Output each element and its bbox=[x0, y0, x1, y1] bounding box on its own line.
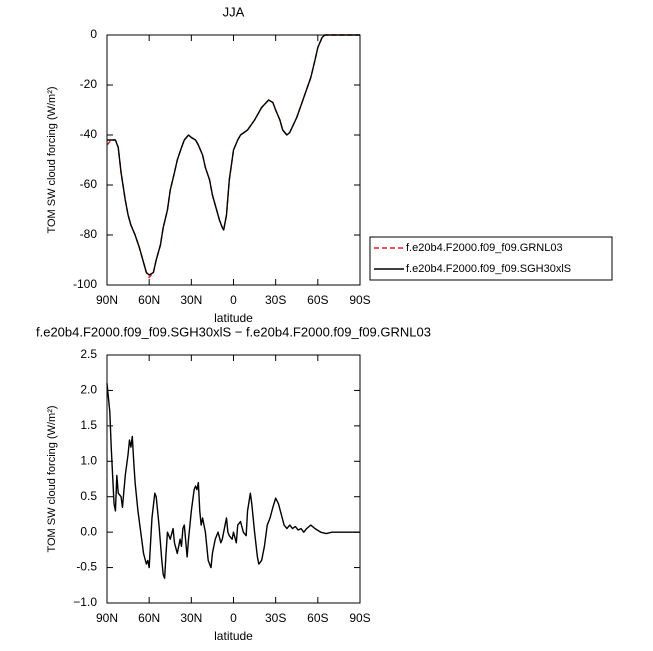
x-axis-label: latitude bbox=[214, 311, 253, 325]
y-tick-label: 0 bbox=[90, 27, 97, 41]
x-tick-label: 30N bbox=[180, 611, 202, 625]
y-tick-label: -80 bbox=[80, 227, 98, 241]
chart-title: f.e20b4.F2000.f09_f09.SGH30xlS − f.e20b4… bbox=[36, 324, 431, 339]
y-tick-label: -60 bbox=[80, 177, 98, 191]
x-tick-label: 60S bbox=[307, 293, 328, 307]
y-axis-label: TOM SW cloud forcing (W/m²) bbox=[46, 405, 58, 552]
y-tick-label: 1.0 bbox=[80, 453, 97, 467]
series-line bbox=[107, 34, 360, 276]
y-tick-label: -20 bbox=[80, 77, 98, 91]
y-tick-label: 1.5 bbox=[80, 418, 97, 432]
x-axis-label: latitude bbox=[214, 629, 253, 643]
y-axis-label: TOM SW cloud forcing (W/m²) bbox=[46, 86, 58, 233]
y-tick-label: -40 bbox=[80, 127, 98, 141]
x-tick-label: 0 bbox=[230, 293, 237, 307]
y-tick-label: -100 bbox=[73, 277, 97, 291]
x-tick-label: 30S bbox=[265, 611, 286, 625]
legend-box bbox=[369, 236, 613, 281]
x-tick-label: 90N bbox=[96, 611, 118, 625]
y-tick-label: 0.0 bbox=[80, 524, 97, 538]
x-tick-label: 90S bbox=[349, 293, 370, 307]
x-tick-label: 0 bbox=[230, 611, 237, 625]
y-tick-label: 2.5 bbox=[80, 347, 97, 361]
x-tick-label: 60N bbox=[138, 293, 160, 307]
y-tick-label: 2.0 bbox=[80, 383, 97, 397]
x-tick-label: 30S bbox=[265, 293, 286, 307]
y-tick-label: 0.5 bbox=[80, 489, 97, 503]
series-line bbox=[106, 383, 360, 579]
legend-label: f.e20b4.F2000.f09_f09.SGH30xlS bbox=[406, 263, 571, 275]
x-tick-label: 90S bbox=[349, 611, 370, 625]
x-tick-label: 60S bbox=[307, 611, 328, 625]
y-tick-label: -0.5 bbox=[76, 560, 97, 574]
x-tick-label: 30N bbox=[180, 293, 202, 307]
plot-frame bbox=[106, 354, 361, 604]
legend-label: f.e20b4.F2000.f09_f09.GRNL03 bbox=[406, 242, 563, 254]
plot-frame bbox=[106, 34, 361, 286]
y-tick-label: −1.0 bbox=[73, 595, 97, 609]
chart-title: JJA bbox=[223, 4, 245, 19]
x-tick-label: 60N bbox=[138, 611, 160, 625]
x-tick-label: 90N bbox=[96, 293, 118, 307]
series-line bbox=[106, 34, 360, 279]
